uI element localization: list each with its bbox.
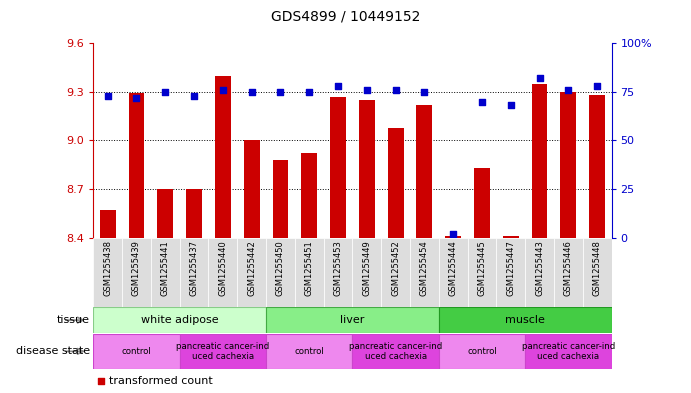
Bar	[439, 334, 525, 369]
Text: GSM1255453: GSM1255453	[334, 240, 343, 296]
Point	[448, 231, 459, 237]
Bar	[417, 105, 433, 238]
Text: muscle: muscle	[505, 315, 545, 325]
Text: control: control	[467, 347, 497, 356]
Bar	[330, 97, 346, 238]
Bar	[266, 238, 295, 307]
Point	[562, 87, 574, 93]
Bar	[381, 238, 410, 307]
Bar	[180, 238, 209, 307]
Bar	[352, 238, 381, 307]
Point	[303, 89, 314, 95]
Bar	[301, 153, 317, 238]
Point	[390, 87, 401, 93]
Text: GSM1255440: GSM1255440	[218, 240, 227, 296]
Text: transformed count: transformed count	[109, 376, 214, 386]
Text: liver: liver	[340, 315, 365, 325]
Bar	[554, 238, 583, 307]
Bar	[100, 210, 115, 238]
Text: control: control	[122, 347, 151, 356]
Bar	[186, 189, 202, 238]
Text: pancreatic cancer-ind
uced cachexia: pancreatic cancer-ind uced cachexia	[522, 342, 615, 361]
Text: GSM1255449: GSM1255449	[362, 240, 371, 296]
Text: GSM1255446: GSM1255446	[564, 240, 573, 296]
Point	[591, 83, 603, 89]
Bar	[180, 334, 266, 369]
Point	[217, 87, 228, 93]
Text: GSM1255443: GSM1255443	[535, 240, 544, 296]
Text: tissue: tissue	[57, 315, 90, 325]
Bar	[352, 334, 439, 369]
Bar	[151, 238, 180, 307]
Text: control: control	[294, 347, 324, 356]
Point	[275, 89, 286, 95]
Bar	[439, 307, 612, 333]
Point	[246, 89, 257, 95]
Bar	[468, 238, 496, 307]
Bar	[503, 236, 519, 238]
Point	[131, 95, 142, 101]
Bar	[560, 92, 576, 238]
Point	[505, 102, 516, 108]
Point	[361, 87, 372, 93]
Bar	[359, 100, 375, 238]
Text: GSM1255445: GSM1255445	[477, 240, 486, 296]
Text: pancreatic cancer-ind
uced cachexia: pancreatic cancer-ind uced cachexia	[349, 342, 442, 361]
Bar	[295, 238, 323, 307]
Bar	[93, 307, 266, 333]
Text: GSM1255439: GSM1255439	[132, 240, 141, 296]
Text: GSM1255448: GSM1255448	[593, 240, 602, 296]
Bar	[209, 238, 237, 307]
Bar	[583, 238, 612, 307]
Bar	[439, 238, 468, 307]
Text: GSM1255441: GSM1255441	[161, 240, 170, 296]
Bar	[215, 75, 231, 238]
Bar	[272, 160, 288, 238]
Text: GDS4899 / 10449152: GDS4899 / 10449152	[271, 10, 420, 24]
Point	[189, 93, 200, 99]
Text: GSM1255444: GSM1255444	[448, 240, 457, 296]
Bar	[266, 334, 352, 369]
Bar	[525, 334, 612, 369]
Text: GSM1255451: GSM1255451	[305, 240, 314, 296]
Bar	[244, 140, 260, 238]
Bar	[496, 238, 525, 307]
Text: GSM1255447: GSM1255447	[507, 240, 515, 296]
Point	[95, 378, 106, 385]
Point	[332, 83, 343, 89]
Point	[419, 89, 430, 95]
Bar	[410, 238, 439, 307]
Bar	[445, 236, 461, 238]
Text: GSM1255442: GSM1255442	[247, 240, 256, 296]
Bar	[93, 334, 180, 369]
Text: GSM1255437: GSM1255437	[189, 240, 198, 296]
Point	[534, 75, 545, 81]
Bar	[323, 238, 352, 307]
Text: GSM1255450: GSM1255450	[276, 240, 285, 296]
Bar	[93, 238, 122, 307]
Text: GSM1255452: GSM1255452	[391, 240, 400, 296]
Text: pancreatic cancer-ind
uced cachexia: pancreatic cancer-ind uced cachexia	[176, 342, 269, 361]
Bar	[589, 95, 605, 238]
Bar	[525, 238, 554, 307]
Bar	[122, 238, 151, 307]
Bar	[388, 127, 404, 238]
Point	[476, 98, 487, 105]
Text: disease state: disease state	[16, 346, 90, 356]
Bar	[158, 189, 173, 238]
Point	[160, 89, 171, 95]
Text: GSM1255438: GSM1255438	[103, 240, 112, 296]
Text: white adipose: white adipose	[141, 315, 218, 325]
Text: GSM1255454: GSM1255454	[420, 240, 429, 296]
Bar	[531, 84, 547, 238]
Bar	[129, 94, 144, 238]
Bar	[474, 168, 490, 238]
Point	[102, 93, 113, 99]
Bar	[237, 238, 266, 307]
Bar	[266, 307, 439, 333]
